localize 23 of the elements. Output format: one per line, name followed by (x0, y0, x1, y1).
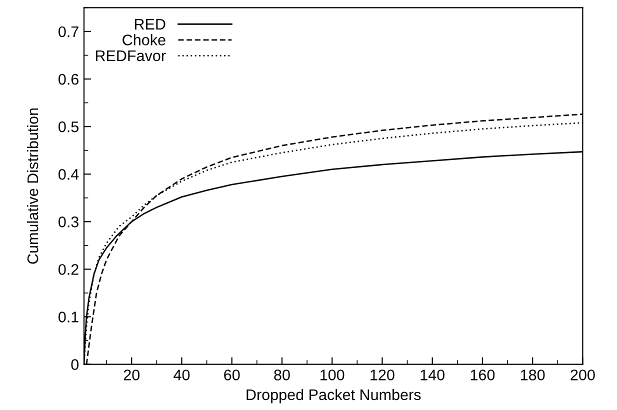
y-tick-label: 0.2 (58, 264, 78, 275)
y-tick-label: 0.7 (58, 26, 78, 38)
x-tick-label: 20 (124, 370, 140, 380)
y-tick-label: 0.4 (58, 168, 79, 180)
x-tick-label: 100 (320, 370, 344, 380)
y-tick-label: 0.6 (58, 74, 78, 85)
x-tick-label: 140 (420, 370, 444, 380)
x-tick-label: 160 (470, 370, 495, 380)
x-tick-label: 40 (174, 370, 190, 380)
legend-label: Choke (122, 34, 166, 46)
x-tick-label: 200 (570, 370, 595, 380)
y-tick-label: 0.5 (58, 121, 78, 132)
x-tick-label: 80 (274, 370, 290, 380)
x-axis-title: Dropped Packet Numbers (246, 388, 421, 404)
x-tick-label: 180 (521, 370, 545, 380)
y-tick-label: 0.1 (58, 312, 78, 322)
x-tick-label: 120 (370, 370, 394, 380)
y-tick-label: 0.3 (58, 216, 78, 228)
y-tick-label: 0 (71, 359, 79, 370)
legend-label: RED (134, 18, 166, 30)
x-tick-label: 60 (224, 370, 240, 380)
y-axis-title: Cumulative Distribution (26, 108, 38, 264)
legend-label: REDFavor (96, 50, 166, 62)
